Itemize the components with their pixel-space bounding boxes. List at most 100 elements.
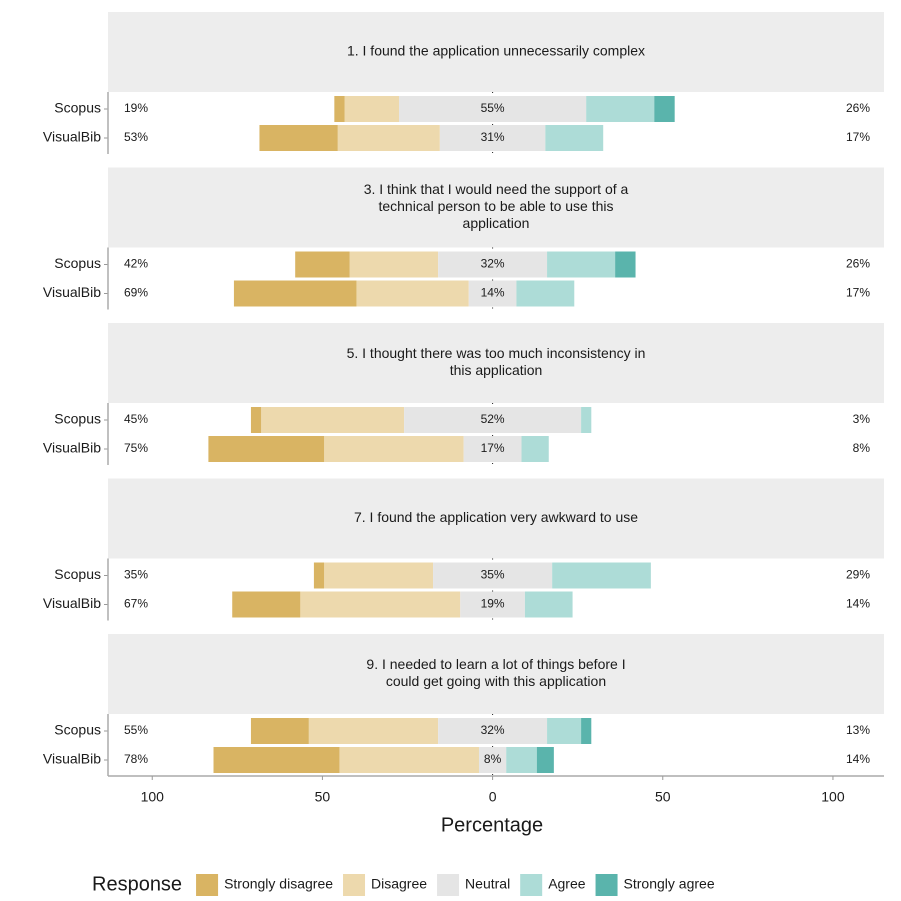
bar-segment — [547, 718, 582, 744]
low-label: 55% — [124, 723, 148, 737]
panel-title: this application — [450, 362, 543, 378]
x-tick-label: 50 — [655, 789, 671, 805]
bar-segment — [433, 562, 553, 589]
bar-segment — [506, 747, 537, 773]
bar-segment — [547, 251, 616, 278]
legend-title: Response — [92, 873, 182, 895]
panel-title: could get going with this application — [386, 673, 606, 689]
x-tick-label: 0 — [489, 789, 497, 805]
panel-title: 1. I found the application unnecessarily… — [347, 43, 645, 59]
bar-segment — [261, 407, 405, 433]
bar-segment — [552, 562, 651, 589]
bar-segment — [654, 96, 675, 122]
bar-segment — [478, 747, 507, 773]
neutral-label: 31% — [481, 130, 505, 144]
bar-segment — [339, 747, 479, 773]
neutral-label: 8% — [484, 752, 502, 766]
legend-label: Neutral — [465, 876, 510, 892]
bar-segment — [250, 718, 309, 744]
row-label: Scopus — [54, 411, 101, 427]
high-label: 17% — [846, 130, 870, 144]
low-label: 75% — [124, 441, 148, 455]
bar-segment — [349, 251, 439, 278]
row-label: VisualBib — [43, 751, 101, 767]
high-label: 3% — [853, 412, 871, 426]
panel-title: 3. I think that I would need the support… — [364, 181, 629, 197]
legend-swatch — [196, 874, 219, 896]
bar-segment — [399, 96, 587, 122]
bar-segment — [615, 251, 636, 278]
panel-title: 7. I found the application very awkward … — [354, 509, 638, 525]
neutral-label: 55% — [481, 101, 505, 115]
bar-segment — [300, 591, 461, 618]
panel-title: 5. I thought there was too much inconsis… — [347, 345, 646, 361]
x-tick-label: 100 — [821, 789, 845, 805]
panel-title: application — [463, 215, 530, 231]
row-label: Scopus — [54, 722, 101, 738]
high-label: 14% — [846, 597, 870, 611]
neutral-label: 32% — [481, 723, 505, 737]
bar-segment — [356, 280, 469, 307]
legend-label: Strongly disagree — [224, 876, 333, 892]
neutral-label: 52% — [481, 412, 505, 426]
row-label: Scopus — [54, 100, 101, 116]
high-label: 26% — [846, 101, 870, 115]
bar-segment — [313, 562, 325, 589]
low-label: 19% — [124, 101, 148, 115]
low-label: 78% — [124, 752, 148, 766]
bar-segment — [463, 436, 522, 462]
neutral-label: 17% — [481, 441, 505, 455]
low-label: 53% — [124, 130, 148, 144]
strip — [108, 12, 884, 92]
bar-segment — [516, 280, 575, 307]
bar-segment — [208, 436, 325, 462]
row-label: VisualBib — [43, 595, 101, 611]
x-tick-label: 50 — [315, 789, 331, 805]
panel-title: technical person to be able to use this — [378, 198, 613, 214]
low-label: 42% — [124, 257, 148, 271]
neutral-label: 19% — [481, 597, 505, 611]
bar-segment — [524, 591, 573, 618]
bar-segment — [581, 718, 592, 744]
high-label: 14% — [846, 752, 870, 766]
bar-segment — [250, 407, 262, 433]
bar-segment — [259, 125, 338, 151]
neutral-label: 14% — [481, 286, 505, 300]
panel-title: 9. I needed to learn a lot of things bef… — [366, 656, 625, 672]
bar-segment — [308, 718, 439, 744]
bar-segment — [521, 436, 549, 462]
high-label: 29% — [846, 568, 870, 582]
legend-label: Strongly agree — [624, 876, 715, 892]
legend-label: Disagree — [371, 876, 427, 892]
legend-label: Agree — [548, 876, 586, 892]
legend-swatch — [437, 874, 460, 896]
bar-segment — [337, 125, 440, 151]
bar-segment — [295, 251, 350, 278]
strip — [108, 167, 884, 248]
legend-swatch — [520, 874, 543, 896]
bar-segment — [460, 591, 525, 618]
bar-segment — [439, 125, 546, 151]
bar-segment — [438, 718, 548, 744]
bar-segment — [324, 436, 464, 462]
bar-segment — [324, 562, 434, 589]
row-label: Scopus — [54, 255, 101, 271]
low-label: 69% — [124, 286, 148, 300]
bar-segment — [334, 96, 345, 122]
strip — [108, 323, 884, 403]
bar-segment — [545, 125, 604, 151]
bar-segment — [344, 96, 399, 122]
bar-segment — [468, 280, 517, 307]
x-axis-label: Percentage — [441, 814, 543, 836]
bar-segment — [581, 407, 592, 433]
x-tick-label: 100 — [141, 789, 165, 805]
high-label: 8% — [853, 441, 871, 455]
legend-swatch — [343, 874, 366, 896]
bar-segment — [586, 96, 655, 122]
bar-segment — [438, 251, 548, 278]
high-label: 26% — [846, 257, 870, 271]
neutral-label: 35% — [481, 568, 505, 582]
bar-segment — [232, 591, 301, 618]
bar-segment — [536, 747, 554, 773]
